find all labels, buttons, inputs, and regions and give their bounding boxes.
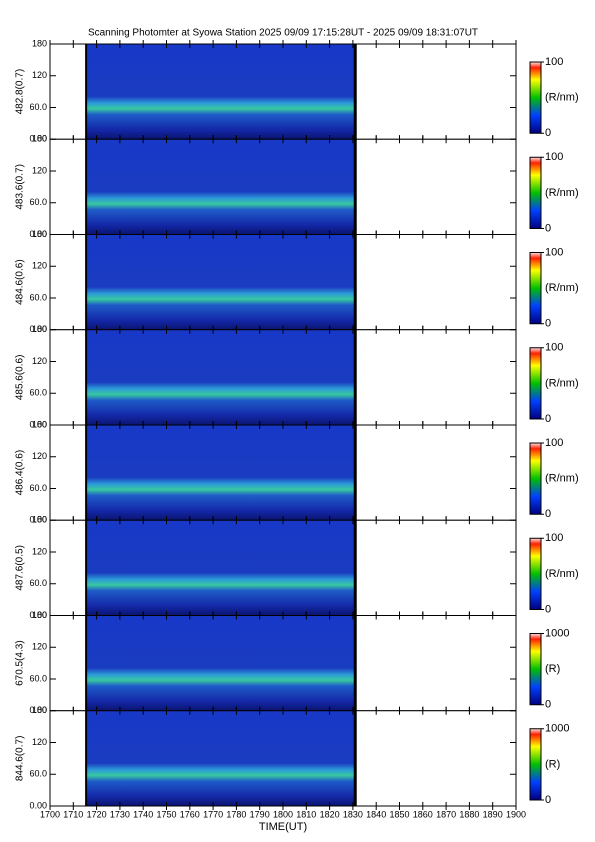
- x-tick-label: 1830: [343, 809, 363, 819]
- x-tick-label: 1710: [63, 809, 83, 819]
- colorbar: [530, 62, 541, 133]
- colorbar: [530, 253, 541, 324]
- x-tick-label: 1760: [180, 809, 200, 819]
- x-tick-label: 1820: [320, 809, 340, 819]
- heatmap-image: [86, 139, 355, 234]
- y-tick-label: 60.0: [29, 292, 47, 302]
- y-tick-label: 120: [32, 356, 47, 366]
- y-tick-label: 60.0: [29, 102, 47, 112]
- y-tick-label: 120: [32, 261, 47, 271]
- y-axis-label: 844.6(0.7): [15, 736, 26, 782]
- y-tick-label: 120: [32, 165, 47, 175]
- y-tick-label: 180: [32, 419, 47, 429]
- y-axis-label: 486.4(0.6): [15, 450, 26, 496]
- colorbar-tick-label: 100: [545, 437, 563, 449]
- colorbar: [530, 729, 541, 800]
- x-tick-label: 1810: [296, 809, 316, 819]
- x-tick-label: 1750: [156, 809, 176, 819]
- colorbar-tick-label: 0: [545, 508, 551, 520]
- colorbar: [530, 443, 541, 514]
- colorbar-label: (R/nm): [545, 282, 579, 294]
- y-axis-label: 485.6(0.6): [15, 355, 26, 401]
- y-tick-label: 120: [32, 70, 47, 80]
- colorbar-tick-label: 0: [545, 127, 551, 139]
- colorbar-tick-label: 100: [545, 532, 563, 544]
- colorbar-tick-label: 100: [545, 342, 563, 354]
- y-tick-label: 60.0: [29, 197, 47, 207]
- y-tick-label: 180: [32, 705, 47, 715]
- y-tick-label: 180: [32, 515, 47, 525]
- x-tick-label: 1800: [273, 809, 293, 819]
- x-tick-label: 1890: [483, 809, 503, 819]
- colorbar-tick-label: 100: [545, 151, 563, 163]
- y-tick-label: 180: [32, 610, 47, 620]
- colorbar-label: (R/nm): [545, 187, 579, 199]
- colorbar-tick-label: 1000: [545, 723, 569, 735]
- heatmap-image: [86, 425, 355, 520]
- chart-title: Scanning Photomter at Syowa Station 2025…: [88, 28, 478, 39]
- colorbar-tick-label: 0: [545, 222, 551, 234]
- colorbar-tick-label: 1000: [545, 627, 569, 639]
- x-tick-label: 1740: [133, 809, 153, 819]
- y-tick-label: 120: [32, 546, 47, 556]
- colorbar-tick-label: 0: [545, 699, 551, 711]
- y-tick-label: 180: [32, 134, 47, 144]
- colorbar-tick-label: 0: [545, 318, 551, 330]
- x-tick-label: 1900: [506, 809, 526, 819]
- x-tick-label: 1880: [459, 809, 479, 819]
- colorbar-label: (R/nm): [545, 568, 579, 580]
- y-tick-label: 120: [32, 642, 47, 652]
- colorbar-tick-label: 0: [545, 603, 551, 615]
- colorbar-label: (R/nm): [545, 92, 579, 104]
- heatmap-image: [86, 711, 355, 806]
- x-tick-label: 1730: [110, 809, 130, 819]
- colorbar-tick-label: 100: [545, 246, 563, 258]
- colorbar-tick-label: 0: [545, 413, 551, 425]
- heatmap-image: [86, 520, 355, 615]
- colorbar: [530, 634, 541, 705]
- y-axis-label: 670.5(4.3): [15, 640, 26, 686]
- colorbar-tick-label: 0: [545, 794, 551, 806]
- colorbar: [530, 538, 541, 609]
- colorbar-label: (R/nm): [545, 473, 579, 485]
- colorbar-tick-label: 100: [545, 56, 563, 68]
- x-tick-label: 1780: [226, 809, 246, 819]
- x-tick-label: 1850: [389, 809, 409, 819]
- x-tick-label: 1860: [413, 809, 433, 819]
- y-tick-label: 120: [32, 737, 47, 747]
- x-tick-label: 1870: [436, 809, 456, 819]
- y-tick-label: 60.0: [29, 388, 47, 398]
- x-tick-label: 1790: [250, 809, 270, 819]
- y-tick-label: 120: [32, 451, 47, 461]
- colorbar-label: (R): [545, 663, 560, 675]
- y-tick-label: 180: [32, 229, 47, 239]
- y-tick-label: 180: [32, 38, 47, 48]
- y-axis-label: 483.6(0.7): [15, 164, 26, 210]
- heatmap-image: [86, 235, 355, 330]
- colorbar: [530, 157, 541, 228]
- heatmap-image: [86, 44, 355, 139]
- x-tick-label: 1840: [366, 809, 386, 819]
- x-axis-label: TIME(UT): [259, 821, 307, 833]
- colorbar: [530, 348, 541, 419]
- y-tick-label: 180: [32, 324, 47, 334]
- heatmap-image: [86, 616, 355, 711]
- y-axis-label: 484.6(0.6): [15, 259, 26, 305]
- colorbar-label: (R/nm): [545, 377, 579, 389]
- heatmap-image: [86, 330, 355, 425]
- y-axis-label: 482.8(0.7): [15, 69, 26, 115]
- y-tick-label: 60.0: [29, 483, 47, 493]
- x-tick-label: 1720: [87, 809, 107, 819]
- y-tick-label: 60.0: [29, 769, 47, 779]
- x-tick-label: 1700: [40, 809, 60, 819]
- y-tick-label: 60.0: [29, 578, 47, 588]
- y-axis-label: 487.6(0.5): [15, 545, 26, 591]
- x-tick-label: 1770: [203, 809, 223, 819]
- y-tick-label: 60.0: [29, 673, 47, 683]
- colorbar-label: (R): [545, 758, 560, 770]
